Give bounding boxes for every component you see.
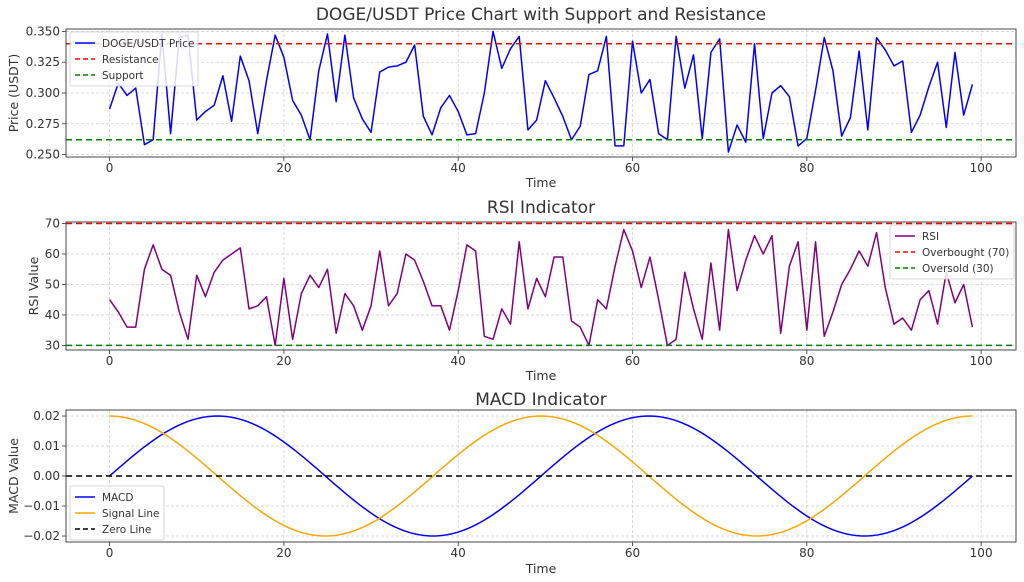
x-tick-label: 0 [106,354,114,368]
x-tick-label: 80 [799,546,814,560]
x-tick-label: 40 [451,546,466,560]
y-axis-label: RSI Value [26,256,41,315]
x-tick-label: 40 [451,161,466,175]
y-tick-label: 0.350 [26,24,60,38]
chart-price: 0 20 40 60 80 100 0.250 0.275 0.300 0.325 0.350 DOG… [6,5,1017,190]
x-tick-label: 60 [625,546,640,560]
legend-label: MACD [102,492,133,504]
y-tick-label: 0.275 [26,117,60,131]
legend-box [69,31,199,87]
y-axis-label: Price (USDT) [6,54,21,133]
y-tick-label: 30 [45,338,60,352]
x-tick-label: 40 [451,354,466,368]
y-tick-label: −0.02 [23,529,60,543]
y-tick-label: 0.00 [33,469,60,483]
x-tick-label: 60 [625,161,640,175]
legend-label: RSI [922,231,939,243]
plot-area [66,415,1016,537]
y-tick-label: 40 [45,308,60,322]
x-axis-label: Time [525,561,557,576]
legend: MACD Signal Line Zero Line [69,485,165,541]
x-tick-label: 80 [799,161,814,175]
legend-label: Resistance [102,54,159,66]
y-axis-label: MACD Value [6,438,21,514]
plot-area [66,222,1016,347]
x-tick-label: 0 [106,161,114,175]
x-tick-label: 20 [276,354,291,368]
y-tick-label: 0.250 [26,148,60,162]
chart-title: RSI Indicator [487,198,595,218]
x-tick-label: 80 [799,354,814,368]
plot-area [66,30,1016,153]
y-tick-label: 50 [45,277,60,291]
x-axis-label: Time [525,175,557,190]
legend: DOGE/USDT Price Resistance Support [69,31,199,87]
x-tick-label: 60 [625,354,640,368]
axes-frame [65,221,1017,351]
x-axis-label: Time [525,368,557,383]
legend-box [889,224,1015,280]
legend-label: Signal Line [102,508,159,520]
legend-label: Overbought (70) [922,247,1009,259]
legend-label: Zero Line [102,524,151,536]
y-tick-label: 70 [45,217,60,231]
chart-title: DOGE/USDT Price Chart with Support and R… [316,5,766,25]
x-tick-label: 20 [276,161,291,175]
series-signal-line [109,415,973,537]
x-tick-label: 100 [970,354,993,368]
y-tick-label: 0.01 [33,439,60,453]
x-tick-label: 100 [970,546,993,560]
legend-box [69,485,165,541]
y-tick-label: 0.325 [26,55,60,69]
x-tick-label: 100 [970,161,993,175]
series-doge-usdt-price [108,30,974,153]
series-rsi [108,228,974,347]
x-tick-label: 0 [106,546,114,560]
y-tick-label: 0.02 [33,409,60,423]
y-tick-label: −0.01 [23,499,60,513]
legend-label: Support [102,70,144,82]
chart-rsi: 0 20 40 60 80 100 30 40 50 60 70 RSI Indicator Time R… [26,198,1017,383]
legend: RSI Overbought (70) Oversold (30) [889,224,1015,280]
y-tick-label: 60 [45,247,60,261]
chart-title: MACD Indicator [475,390,606,410]
y-tick-label: 0.300 [26,86,60,100]
x-tick-label: 20 [276,546,291,560]
chart-macd: 0 20 40 60 80 100 −0.02 −0.01 0.00 0.01 0.02 MACD I… [6,390,1017,576]
legend-label: DOGE/USDT Price [102,38,194,50]
legend-label: Oversold (30) [922,263,994,275]
